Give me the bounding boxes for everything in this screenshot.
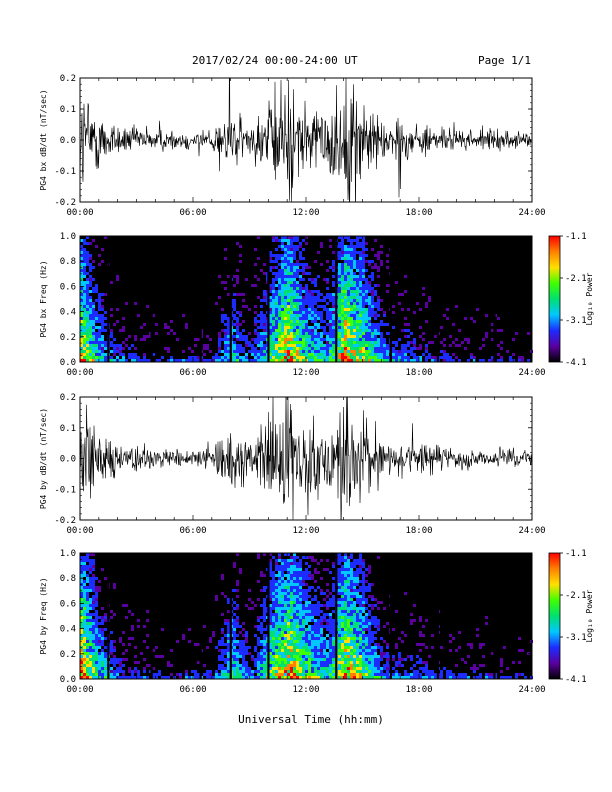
data-gap — [436, 553, 440, 679]
colorbar-label: Log₁₀ Power — [585, 272, 594, 325]
y-tick-label: 0.0 — [60, 675, 76, 685]
x-tick-label: 18:00 — [405, 685, 432, 695]
y-axis-label: PG4 by Freq (Hz) — [39, 577, 48, 654]
y-tick-label: 0.6 — [60, 599, 76, 609]
colorbar — [548, 552, 561, 680]
y-tick-label: 0.1 — [60, 424, 76, 434]
x-tick-label: 24:00 — [518, 526, 545, 536]
data-gap — [150, 236, 153, 362]
y-tick-label: 0.0 — [60, 358, 76, 368]
y-tick-label: 1.0 — [60, 549, 76, 559]
x-tick-label: 24:00 — [518, 368, 545, 378]
y-tick-label: 1.0 — [60, 232, 76, 242]
page-indicator: Page 1/1 — [478, 54, 531, 67]
y-tick-label: -0.2 — [54, 198, 76, 208]
data-gap — [199, 553, 202, 679]
y-tick-label: 0.4 — [60, 625, 76, 635]
y-tick-label: 0.2 — [60, 333, 76, 343]
colorbar-tick-label: -3.1 — [565, 316, 587, 326]
data-gap — [389, 236, 392, 362]
y-tick-label: 0.2 — [60, 393, 76, 403]
y-tick-label: 0.0 — [60, 136, 76, 146]
signal-trace — [80, 397, 532, 520]
colorbar-tick-label: -3.1 — [565, 633, 587, 643]
y-tick-label: 0.4 — [60, 308, 76, 318]
y-tick-label: 0.6 — [60, 282, 76, 292]
data-gap — [199, 236, 202, 362]
x-tick-label: 06:00 — [179, 208, 206, 218]
x-tick-label: 12:00 — [292, 685, 319, 695]
x-tick-label: 00:00 — [66, 685, 93, 695]
y-tick-label: -0.1 — [54, 485, 76, 495]
y-tick-label: -0.2 — [54, 516, 76, 526]
data-gap — [493, 553, 496, 679]
panel-3: 0.2 0.1 0.0 -0.1 -0.200:00 06:00 12:00 18:00 24:… — [39, 393, 546, 536]
spectrogram-cells — [80, 236, 533, 362]
y-tick-label: -0.1 — [54, 167, 76, 177]
panel-4: -1.1 -2.1 -3.1 -4.1 Log₁₀ Power 1.0 0.8 0.6 0.4 0… — [39, 549, 594, 695]
colorbar-tick-label: -1.1 — [565, 232, 587, 242]
colorbar — [548, 235, 561, 363]
x-tick-label: 06:00 — [179, 368, 206, 378]
data-gap — [107, 553, 110, 679]
panel-1: 0.2 0.1 0.0 -0.1 -0.200:00 06:00 12:00 18:00 24:… — [39, 74, 546, 218]
signal-trace — [80, 78, 532, 202]
data-gap — [335, 236, 338, 362]
data-gap — [389, 553, 392, 679]
data-gap — [267, 553, 270, 679]
data-gap — [436, 236, 440, 362]
x-tick-label: 12:00 — [292, 526, 319, 536]
x-tick-label: 12:00 — [292, 368, 319, 378]
x-tick-label: 12:00 — [292, 208, 319, 218]
data-gap — [335, 553, 338, 679]
data-gap — [493, 236, 496, 362]
data-gap — [107, 236, 110, 362]
x-tick-label: 00:00 — [66, 368, 93, 378]
x-axis-title: Universal Time (hh:mm) — [238, 713, 384, 726]
colorbar-tick-label: -4.1 — [565, 675, 587, 685]
x-tick-label: 18:00 — [405, 368, 432, 378]
x-tick-label: 00:00 — [66, 526, 93, 536]
y-tick-label: 0.2 — [60, 74, 76, 84]
y-tick-label: 0.0 — [60, 455, 76, 465]
y-tick-label: 0.1 — [60, 105, 76, 115]
x-tick-label: 24:00 — [518, 685, 545, 695]
data-gap — [229, 236, 232, 362]
y-axis-label: PG4 bx dB/dt (nT/sec) — [39, 89, 48, 190]
colorbar-tick-label: -1.1 — [565, 549, 587, 559]
y-tick-label: 0.8 — [60, 574, 76, 584]
y-tick-label: 0.2 — [60, 650, 76, 660]
data-gap — [150, 553, 153, 679]
y-tick-label: 0.8 — [60, 257, 76, 267]
colorbar-tick-label: -2.1 — [565, 591, 587, 601]
colorbar-tick-label: -4.1 — [565, 358, 587, 368]
x-tick-label: 06:00 — [179, 526, 206, 536]
panel-2: -1.1 -2.1 -3.1 -4.1 Log₁₀ Power 1.0 0.8 0.6 0.4 0… — [39, 232, 594, 378]
figure-title: 2017/02/24 00:00-24:00 UT — [192, 54, 358, 67]
colorbar-label: Log₁₀ Power — [585, 589, 594, 642]
x-tick-label: 00:00 — [66, 208, 93, 218]
x-tick-label: 06:00 — [179, 685, 206, 695]
data-gap — [267, 236, 270, 362]
y-axis-label: PG4 bx Freq (Hz) — [39, 260, 48, 337]
x-tick-label: 18:00 — [405, 526, 432, 536]
x-tick-label: 18:00 — [405, 208, 432, 218]
data-gap — [229, 553, 232, 679]
colorbar-tick-label: -2.1 — [565, 274, 587, 284]
y-axis-label: PG4 by dB/dt (nT/sec) — [39, 408, 48, 509]
x-tick-label: 24:00 — [518, 208, 545, 218]
